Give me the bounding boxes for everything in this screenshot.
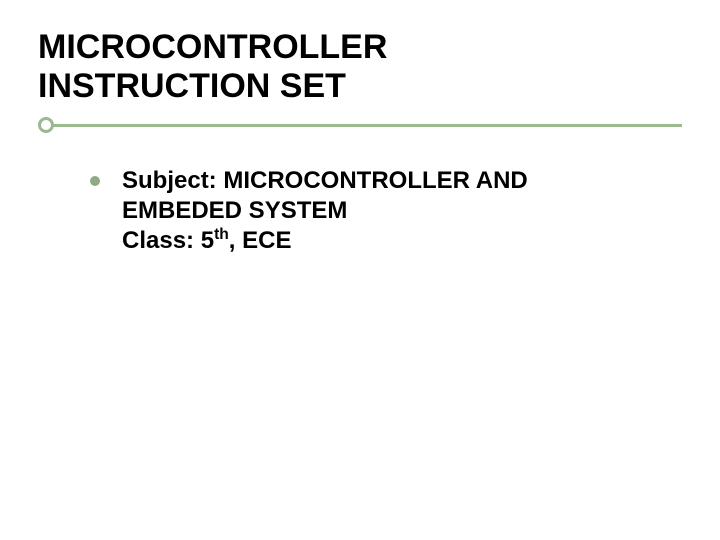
bullet-icon: [90, 176, 100, 186]
divider-line: [44, 124, 682, 127]
title-line-1: MICROCONTROLLER: [38, 28, 387, 66]
body-line-2: EMBEDED SYSTEM: [122, 197, 347, 224]
list-item: Subject: MICROCONTROLLER AND EMBEDED SYS…: [90, 166, 682, 256]
body-line-1: Subject: MICROCONTROLLER AND: [122, 167, 528, 194]
slide: MICROCONTROLLER INSTRUCTION SET Subject:…: [0, 0, 720, 540]
slide-title: MICROCONTROLLER INSTRUCTION SET: [38, 28, 682, 106]
body-text: Subject: MICROCONTROLLER AND EMBEDED SYS…: [122, 166, 528, 256]
body-line-3: Class: 5th, ECE: [122, 227, 291, 254]
content-area: Subject: MICROCONTROLLER AND EMBEDED SYS…: [90, 166, 682, 256]
title-divider: [38, 116, 682, 142]
title-line-2: INSTRUCTION SET: [38, 67, 346, 105]
divider-circle-icon: [38, 117, 54, 133]
